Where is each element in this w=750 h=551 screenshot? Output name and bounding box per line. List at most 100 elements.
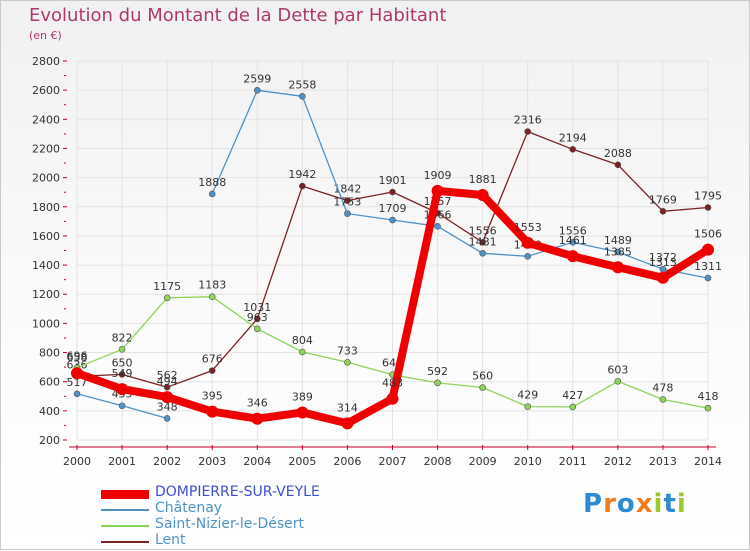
data-label: 804 bbox=[292, 334, 313, 347]
x-tick-label: 2005 bbox=[288, 455, 316, 468]
data-point bbox=[299, 92, 306, 100]
y-tick-label: 1800 bbox=[32, 201, 60, 214]
x-tick-label: 2012 bbox=[604, 455, 632, 468]
data-label: 1385 bbox=[604, 245, 632, 258]
data-point bbox=[524, 128, 532, 135]
logo-letter: i bbox=[676, 489, 687, 519]
data-label: 348 bbox=[157, 400, 178, 413]
y-tick-label: 200 bbox=[39, 434, 60, 447]
legend-label: Châtenay bbox=[155, 500, 223, 516]
data-label: 1506 bbox=[694, 228, 722, 241]
data-point bbox=[479, 239, 486, 246]
data-point bbox=[118, 402, 126, 410]
data-label: 1901 bbox=[379, 174, 407, 187]
data-label: 676 bbox=[202, 353, 223, 366]
proxiti-logo: Proxiti bbox=[583, 489, 687, 519]
data-label: 603 bbox=[607, 363, 628, 376]
data-point bbox=[569, 239, 577, 246]
data-point bbox=[434, 379, 441, 387]
data-label: 549 bbox=[112, 367, 133, 380]
data-point bbox=[344, 197, 351, 204]
chart-title: Evolution du Montant de la Dette par Hab… bbox=[29, 5, 447, 26]
y-tick-label: 400 bbox=[39, 405, 60, 418]
data-label: 494 bbox=[157, 375, 178, 388]
x-tick-label: 2009 bbox=[469, 455, 497, 468]
x-tick-label: 2007 bbox=[379, 455, 407, 468]
data-point bbox=[163, 383, 171, 391]
data-point bbox=[208, 293, 216, 301]
data-point bbox=[163, 294, 171, 302]
x-tick-label: 2013 bbox=[649, 455, 677, 468]
data-label: 389 bbox=[292, 390, 313, 403]
legend-label: Lent bbox=[155, 532, 186, 548]
data-label: 2558 bbox=[288, 78, 316, 91]
data-point bbox=[704, 404, 712, 412]
data-label: 1556 bbox=[469, 224, 497, 237]
logo-letter: r bbox=[603, 489, 617, 519]
data-point bbox=[253, 325, 261, 333]
data-point bbox=[208, 367, 216, 374]
data-label: 429 bbox=[517, 389, 538, 402]
data-point bbox=[386, 392, 399, 405]
x-tick-label: 2002 bbox=[153, 455, 181, 468]
x-tick-label: 2001 bbox=[108, 455, 136, 468]
logo-letter: P bbox=[583, 489, 604, 519]
y-tick-label: 800 bbox=[39, 347, 60, 360]
data-label: 1489 bbox=[604, 234, 632, 247]
data-point bbox=[253, 315, 261, 323]
data-label: 1553 bbox=[514, 221, 542, 234]
data-point bbox=[569, 403, 577, 411]
legend-label: Saint-Nizier-le-Désert bbox=[155, 516, 304, 532]
data-label: 1175 bbox=[153, 280, 181, 293]
logo-letter: o bbox=[616, 489, 636, 519]
data-point bbox=[434, 223, 441, 230]
data-point bbox=[118, 346, 126, 353]
data-label: 314 bbox=[337, 401, 358, 414]
x-tick-label: 2008 bbox=[424, 455, 452, 468]
data-point bbox=[569, 146, 577, 153]
data-point bbox=[208, 190, 216, 198]
data-point bbox=[341, 417, 354, 430]
data-point bbox=[614, 377, 622, 385]
data-point bbox=[71, 367, 83, 380]
data-point bbox=[206, 405, 219, 418]
data-point bbox=[524, 403, 532, 410]
data-point bbox=[521, 236, 534, 249]
data-point bbox=[656, 271, 669, 284]
data-point bbox=[702, 243, 714, 256]
logo-letter: x bbox=[635, 489, 654, 519]
data-point bbox=[479, 249, 486, 257]
data-label: 1372 bbox=[649, 251, 677, 264]
data-label: 483 bbox=[382, 377, 403, 390]
data-label: 2599 bbox=[243, 72, 271, 85]
data-point bbox=[614, 161, 622, 169]
data-label: 1556 bbox=[559, 224, 587, 237]
data-label: 427 bbox=[562, 389, 583, 402]
data-label: 2194 bbox=[559, 131, 587, 144]
data-label: 592 bbox=[427, 365, 448, 378]
y-tick-label: 2200 bbox=[32, 142, 60, 155]
y-tick-label: 600 bbox=[39, 376, 60, 389]
data-point bbox=[73, 390, 81, 398]
data-point bbox=[431, 184, 444, 197]
legend-label: DOMPIERRE-SUR-VEYLE bbox=[155, 484, 320, 500]
data-label: 562 bbox=[157, 369, 178, 382]
data-point bbox=[163, 415, 171, 422]
data-label: 1183 bbox=[198, 279, 226, 292]
data-label: 1709 bbox=[379, 202, 407, 215]
y-tick-label: 2000 bbox=[32, 172, 60, 185]
data-point bbox=[611, 261, 624, 274]
legend-swatch bbox=[101, 541, 149, 543]
data-label: 658 bbox=[67, 351, 88, 364]
data-label: 650 bbox=[112, 356, 133, 369]
data-label: 1795 bbox=[694, 189, 722, 202]
chart-subtitle: (en €) bbox=[29, 29, 62, 42]
data-point bbox=[479, 384, 486, 391]
data-point bbox=[659, 396, 667, 403]
y-tick-label: 1200 bbox=[32, 288, 60, 301]
data-point bbox=[296, 406, 309, 419]
y-tick-label: 1000 bbox=[32, 317, 60, 330]
y-tick-label: 2400 bbox=[32, 113, 60, 126]
x-tick-label: 2014 bbox=[694, 455, 722, 468]
